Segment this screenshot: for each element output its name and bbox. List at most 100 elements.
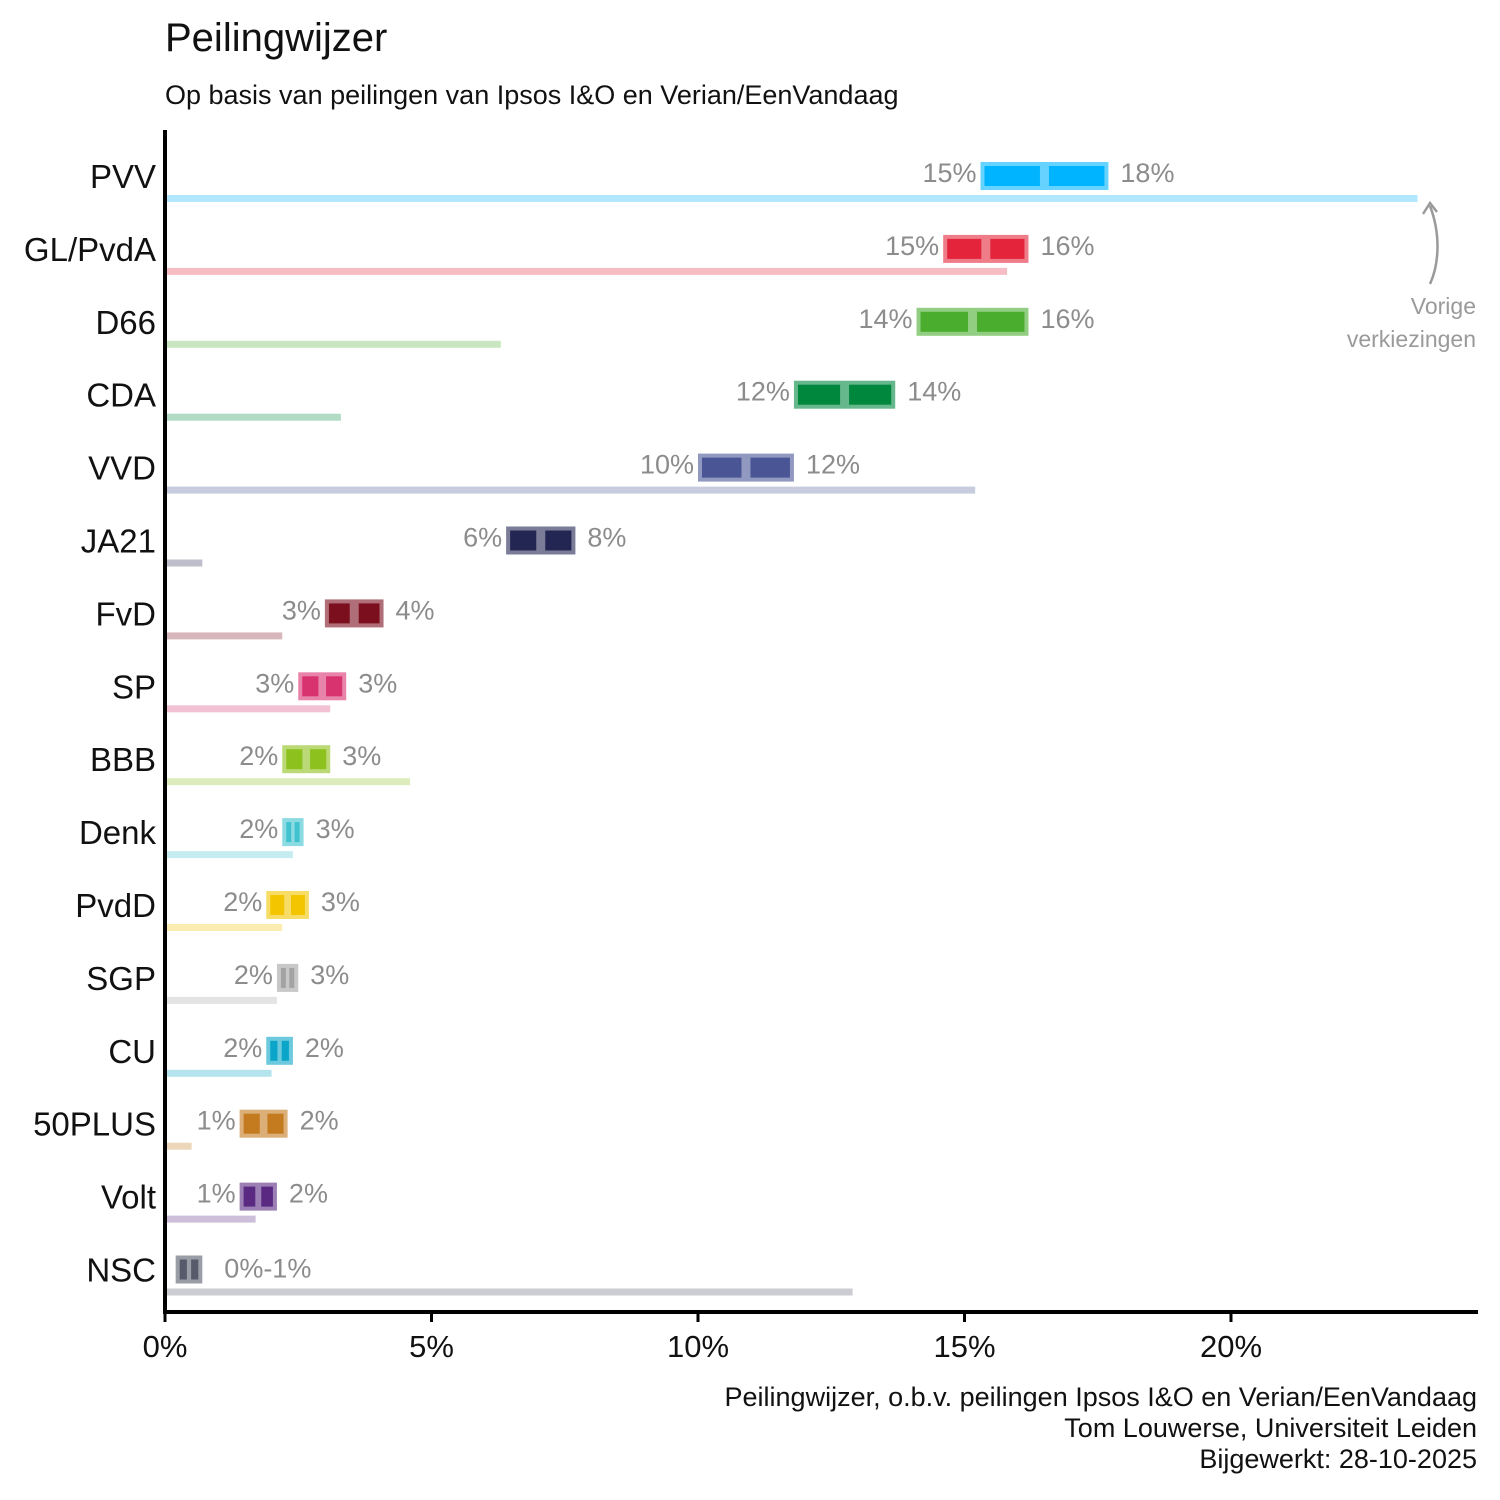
poll-high-label-gl-pvda: 16% [1040,231,1094,261]
annotation-label-line-1: Vorige [1411,293,1476,319]
poll-range-inner-right-denk [294,822,300,843]
poll-low-label-gl-pvda: 15% [885,231,939,261]
poll-range-inner-right-pvv [1048,166,1105,186]
poll-range-box-nsc [175,1255,203,1284]
poll-low-label-cda: 12% [736,377,790,407]
category-label-d66: D66 [95,304,156,341]
poll-low-label-fvd: 3% [282,595,321,625]
poll-low-label-ja21: 6% [463,523,502,553]
previous-election-bar-sp [165,705,331,713]
category-label-denk: Denk [79,814,157,851]
x-tick-label: 0% [143,1329,188,1364]
poll-low-label-denk: 2% [239,814,278,844]
previous-election-bar-pvdd [165,924,283,931]
previous-election-bar-gl-pvda [165,267,1008,275]
chart-title: Peilingwijzer [165,16,388,60]
annotation-label-line-2: verkiezingen [1347,326,1476,352]
poll-high-label-volt: 2% [289,1179,328,1209]
poll-range-inner-left-sgp [280,967,286,988]
poll-range-inner-left-gl-pvda [947,238,982,259]
category-label-bbb: BBB [90,741,156,778]
category-label-gl-pvda: GL/PvdA [24,231,156,268]
poll-range-inner-right-pvdd [291,895,305,915]
category-label-cda: CDA [86,377,156,414]
poll-low-label-volt: 1% [197,1179,236,1209]
poll-low-label-d66: 14% [858,304,912,334]
annotation-arrowhead-icon [1421,200,1438,215]
poll-range-inner-right-ja21 [545,530,572,551]
poll-high-label-50plus: 2% [300,1106,339,1136]
x-tick-label: 10% [667,1329,729,1364]
poll-range-inner-left-pvdd [270,895,285,915]
x-tick-label: 20% [1200,1329,1262,1364]
poll-range-inner-left-nsc [179,1259,187,1280]
category-label-pvdd: PvdD [75,887,156,924]
poll-high-label-fvd: 4% [396,595,435,625]
poll-high-label-ja21: 8% [587,523,626,553]
poll-range-inner-left-ja21 [510,530,537,551]
poll-range-inner-right-gl-pvda [990,238,1025,259]
previous-election-bar-denk [165,851,293,859]
poll-high-label-denk: 3% [316,814,355,844]
x-tick-label: 15% [933,1329,995,1364]
poll-range-inner-left-fvd [328,603,350,624]
source-line-2: Tom Louwerse, Universiteit Leiden [1064,1413,1477,1443]
source-note: Peilingwijzer, o.b.v. peilingen Ipsos I&… [725,1382,1477,1475]
poll-high-label-sgp: 3% [310,960,349,990]
poll-range-inner-left-bbb [286,749,303,770]
poll-high-label-bbb: 3% [342,741,381,771]
poll-low-label-cu: 2% [223,1033,262,1063]
category-label-fvd: FvD [96,595,157,632]
source-line-1: Peilingwijzer, o.b.v. peilingen Ipsos I&… [724,1382,1477,1412]
poll-low-label-sgp: 2% [234,960,273,990]
previous-election-bar-volt [165,1215,256,1223]
poll-range-box-denk [282,818,304,847]
poll-range-inner-right-50plus [267,1113,284,1134]
poll-range-inner-right-fvd [358,603,380,624]
poll-range-inner-right-cda [849,384,892,405]
poll-low-label-sp: 3% [255,668,294,698]
poll-high-label-d66: 16% [1040,304,1094,334]
poll-range-inner-left-sp [302,676,319,697]
previous-election-bar-cu [165,1069,272,1077]
category-label-volt: Volt [101,1179,156,1216]
poll-range-inner-left-cu [270,1040,278,1061]
category-label-pvv: PVV [90,158,156,195]
poll-range-inner-left-pvv [984,166,1040,186]
poll-range-inner-right-bbb [310,749,327,770]
poll-low-label-pvv: 15% [922,158,976,188]
poll-range-inner-left-denk [286,822,292,843]
previous-election-bar-ja21 [165,559,203,567]
chart-subtitle: Op basis van peilingen van Ipsos I&O en … [165,80,899,110]
category-label-sp: SP [112,668,156,705]
poll-high-label-pvdd: 3% [321,887,360,917]
poll-low-label-50plus: 1% [197,1106,236,1136]
x-tick-label: 5% [409,1329,454,1364]
poll-range-inner-left-50plus [243,1113,260,1134]
poll-high-label-vvd: 12% [806,450,860,480]
poll-range-label-nsc: 0%-1% [224,1254,311,1284]
annotation-arrow-icon [1428,205,1439,285]
previous-election-bar-fvd [165,632,283,640]
previous-election-bar-d66 [165,340,501,348]
previous-election-bar-pvv [165,195,1418,202]
category-label-sgp: SGP [86,960,156,997]
category-label-ja21: JA21 [81,523,156,560]
poll-range-inner-right-sp [326,676,343,697]
category-label-vvd: VVD [88,450,156,487]
poll-range-inner-right-volt [261,1186,273,1207]
previous-election-bar-50plus [165,1142,192,1150]
previous-election-bar-cda [165,413,341,421]
poll-low-label-pvdd: 2% [223,887,262,917]
previous-election-bar-vvd [165,486,976,494]
poll-high-label-cu: 2% [305,1033,344,1063]
poll-range-inner-right-d66 [976,311,1025,332]
poll-range-inner-left-d66 [920,311,968,332]
poll-high-label-pvv: 18% [1120,158,1174,188]
poll-range-inner-left-cda [797,384,841,405]
poll-range-inner-right-nsc [191,1259,199,1280]
source-line-3: Bijgewerkt: 28-10-2025 [1199,1444,1477,1474]
previous-election-bar-bbb [165,778,411,786]
previous-election-bar-nsc [165,1288,853,1296]
